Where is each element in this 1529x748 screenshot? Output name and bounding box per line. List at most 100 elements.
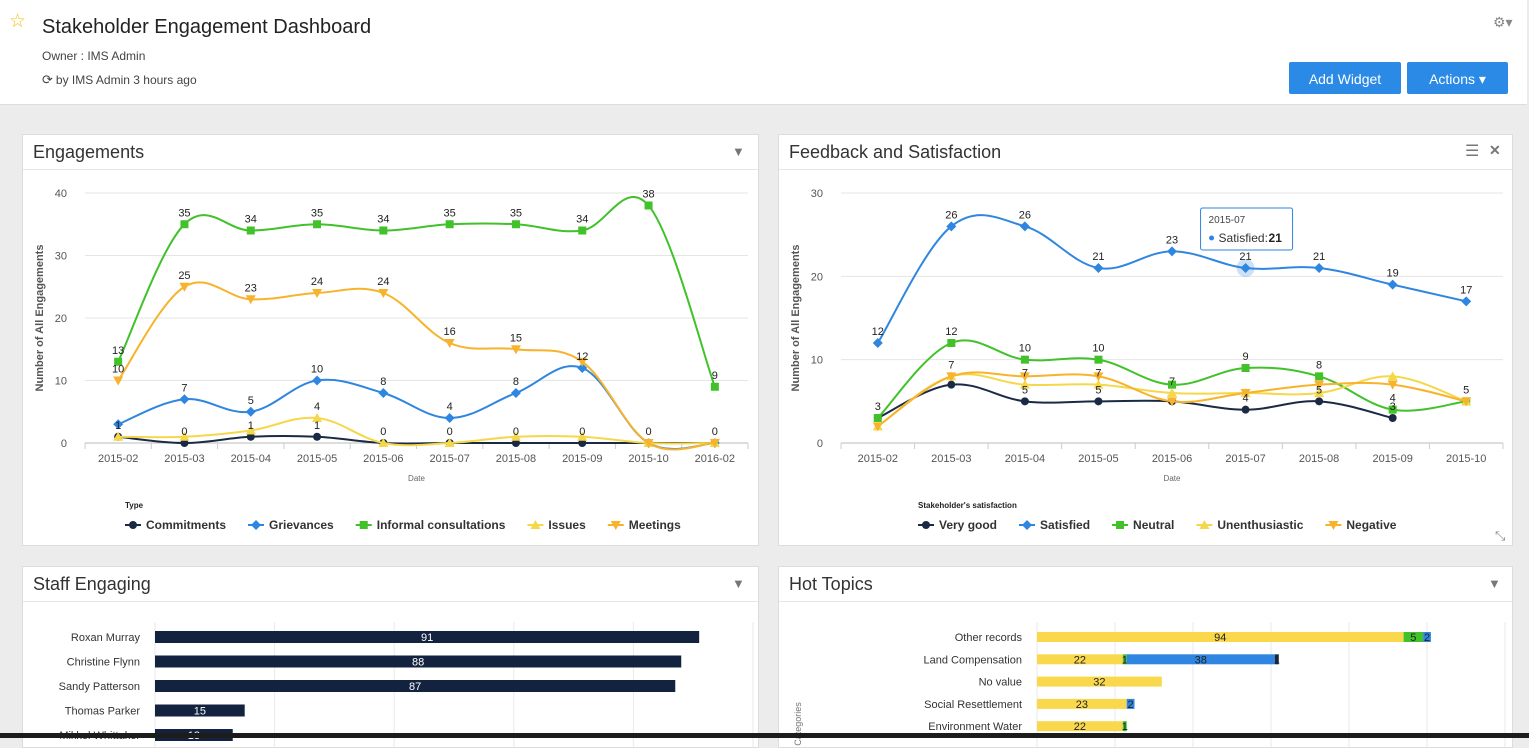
data-point-marker [444, 438, 455, 447]
legend-title: Type [125, 501, 144, 510]
bar-category-label: No value [979, 677, 1022, 689]
data-label: 1 [314, 420, 320, 432]
data-point-marker [1116, 521, 1125, 529]
engagements-widget: Engagements ▼ 0 10 20 30 40 2015-02 2015-03 201… [22, 134, 759, 546]
data-label: 34 [245, 214, 257, 226]
data-label: 7 [1169, 376, 1175, 388]
data-point-marker [251, 520, 262, 530]
data-point-marker [610, 521, 621, 530]
actions-button[interactable]: Actions ▾ [1407, 62, 1508, 94]
bar [155, 631, 700, 643]
data-point-marker [444, 339, 455, 348]
data-point-marker [1093, 263, 1104, 273]
tooltip-series: Satisfied: [1219, 231, 1268, 245]
data-point-marker [1240, 389, 1251, 398]
data-label: 0 [645, 426, 651, 438]
owner-text: Owner : IMS Admin [42, 49, 146, 63]
x-tick-label: 2015-09 [1372, 453, 1412, 465]
bar-segment [1274, 654, 1279, 665]
data-point-marker [1328, 521, 1339, 530]
data-label: 4 [1390, 393, 1396, 405]
data-point-marker [710, 382, 719, 391]
gear-icon[interactable]: ⚙▾ [1493, 14, 1513, 30]
data-label: 34 [377, 214, 389, 226]
data-point-marker [114, 357, 123, 366]
legend-item: Issues [548, 518, 586, 532]
menu-icon[interactable]: ☰ [1465, 143, 1480, 160]
staff-chart: Roxan Murray 91 Christine Flynn 88 Sandy Pat… [59, 622, 754, 747]
data-point-marker [1020, 397, 1029, 406]
data-label: 3 [875, 401, 881, 413]
data-label: 35 [311, 207, 323, 219]
data-label: 4 [1242, 393, 1248, 405]
widget-title: Staff Engaging [33, 574, 151, 594]
data-label: 24 [311, 276, 323, 288]
x-tick-label: 2015-08 [496, 453, 536, 465]
data-point-marker [1094, 355, 1103, 364]
filter-icon[interactable]: ▼ [1488, 576, 1501, 591]
bar-category-label: Other records [955, 632, 1023, 644]
bar [155, 704, 245, 717]
data-label: 7 [1022, 368, 1028, 380]
data-point-marker [1461, 296, 1472, 307]
bar-value-label: 38 [1195, 654, 1207, 666]
bar-value-label: 22 [1074, 721, 1086, 733]
x-tick-label: 2015-10 [1446, 453, 1486, 465]
series-line [117, 281, 715, 451]
data-point-marker [246, 432, 255, 441]
data-label: 8 [1316, 359, 1322, 371]
bar-segment [1037, 632, 1404, 642]
data-point-marker [947, 339, 956, 347]
data-point-marker [511, 439, 520, 447]
data-label: 35 [178, 207, 190, 219]
data-point-marker [577, 363, 588, 373]
bar-segment [1037, 676, 1162, 687]
data-point-marker [1241, 364, 1250, 372]
data-label: 8 [513, 376, 519, 388]
data-label: 9 [1242, 351, 1248, 363]
data-point-marker [946, 221, 957, 232]
data-point-marker [644, 201, 653, 210]
data-point-marker [444, 413, 455, 423]
bar-category-label: Thomas Parker [65, 706, 141, 718]
bar-value-label: 1 [1274, 654, 1280, 666]
data-point-marker [510, 388, 521, 398]
data-point-marker [709, 439, 720, 448]
series-line [117, 196, 716, 388]
bar-value-label: 5 [1410, 632, 1416, 644]
data-point-marker [246, 226, 255, 235]
bar-value-label: 1 [1122, 654, 1128, 666]
filter-icon[interactable]: ▼ [732, 576, 745, 591]
y-tick-label: 20 [55, 313, 67, 325]
data-label: 21 [1239, 251, 1251, 263]
bar-value-label: 2 [1424, 632, 1430, 644]
legend-item: Informal consultations [377, 518, 506, 532]
data-label: 35 [510, 207, 522, 219]
close-icon[interactable]: ✕ [1489, 142, 1501, 158]
data-point-marker [245, 425, 256, 435]
bar [155, 680, 676, 692]
data-point-marker [1019, 372, 1030, 382]
bar-value-label: 32 [1093, 677, 1105, 689]
star-icon[interactable]: ☆ [9, 11, 27, 32]
add-widget-button[interactable]: Add Widget [1289, 62, 1401, 94]
y-tick-label: 30 [811, 188, 823, 200]
refresh-icon[interactable]: ⟳ [42, 72, 53, 87]
x-tick-label: 2015-08 [1299, 453, 1339, 465]
data-label: 12 [945, 326, 957, 338]
x-tick-label: 2015-05 [1078, 453, 1118, 465]
legend-title: Stakeholder's satisfaction [918, 501, 1017, 510]
data-point-marker [1388, 405, 1397, 414]
widget-title: Hot Topics [789, 574, 873, 594]
data-label: 0 [513, 426, 519, 438]
feedback-chart: 0 10 20 30 2015-02 2015-03 2015-04 2015-05 2015-… [790, 188, 1506, 543]
filter-icon[interactable]: ▼ [732, 144, 745, 159]
legend-item: Satisfied [1040, 518, 1090, 532]
data-point-marker [1167, 246, 1177, 257]
data-point-marker [1093, 379, 1104, 389]
data-label: 10 [1019, 343, 1031, 355]
series-line [117, 365, 715, 450]
y-tick-label: 40 [55, 188, 67, 200]
y-tick-label: 0 [817, 438, 823, 450]
